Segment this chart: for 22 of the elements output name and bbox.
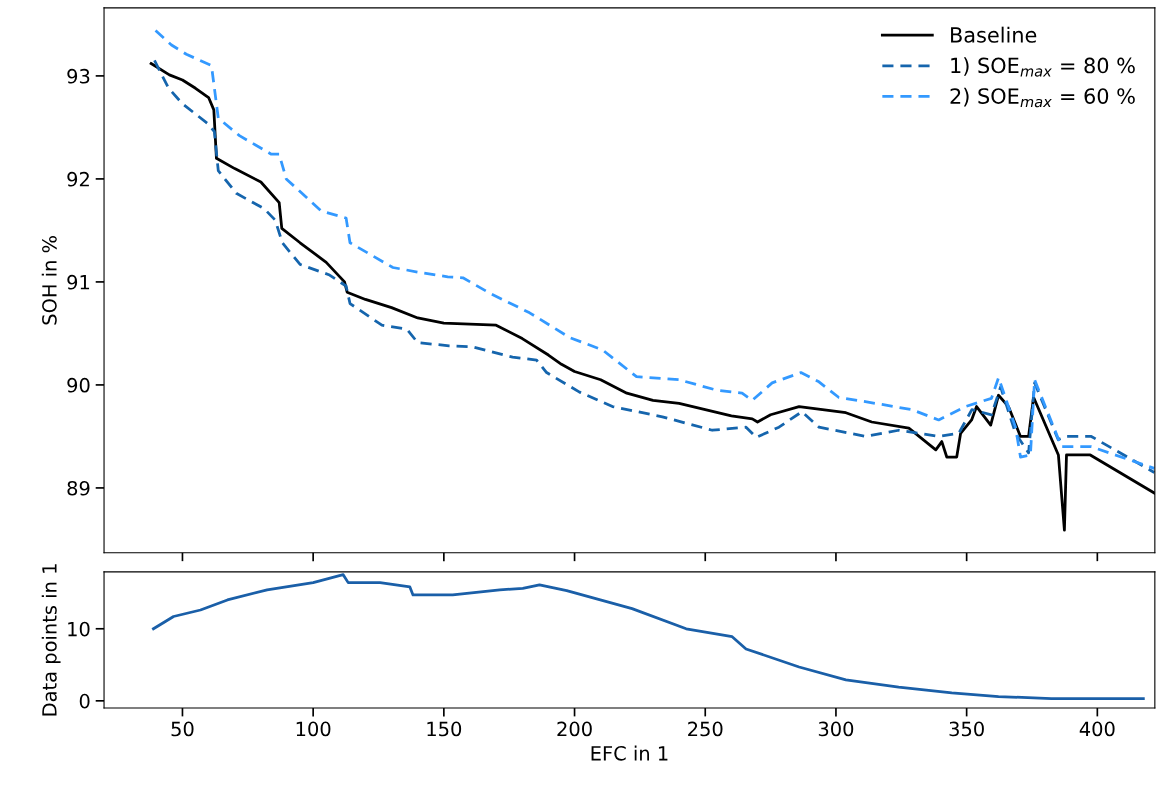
legend-label: 2) SOE$_{max}$ = 60 %: [950, 87, 1135, 108]
y-tick-label: 93: [67, 68, 90, 84]
x-tick-label: 150: [427, 721, 462, 737]
x-tick-label: 50: [171, 721, 194, 737]
y-tick-label: 10: [68, 621, 90, 637]
x-tick-label: 300: [818, 721, 854, 737]
x-tick-label: 200: [557, 721, 592, 737]
x-tick-label: 350: [949, 721, 984, 737]
legend-label: 1) SOE$_{max}$ = 80 %: [951, 57, 1135, 77]
y-axis-title: Data points in 1: [41, 564, 61, 716]
y-tick-label: 92: [67, 171, 89, 187]
y-tick-label: 91: [67, 274, 90, 290]
x-tick-label: 100: [296, 721, 331, 737]
y-tick-label: 0: [79, 693, 90, 709]
y-axis-title: SOH in %: [41, 236, 57, 325]
x-tick-label: 400: [1079, 721, 1115, 737]
x-axis-title: EFC in 1: [591, 745, 668, 761]
legend-label: Baseline: [951, 26, 1037, 43]
y-tick-label: 89: [67, 480, 90, 496]
x-tick-label: 250: [688, 721, 723, 737]
line-series: [152, 573, 1145, 701]
y-tick-label: 90: [67, 377, 90, 393]
